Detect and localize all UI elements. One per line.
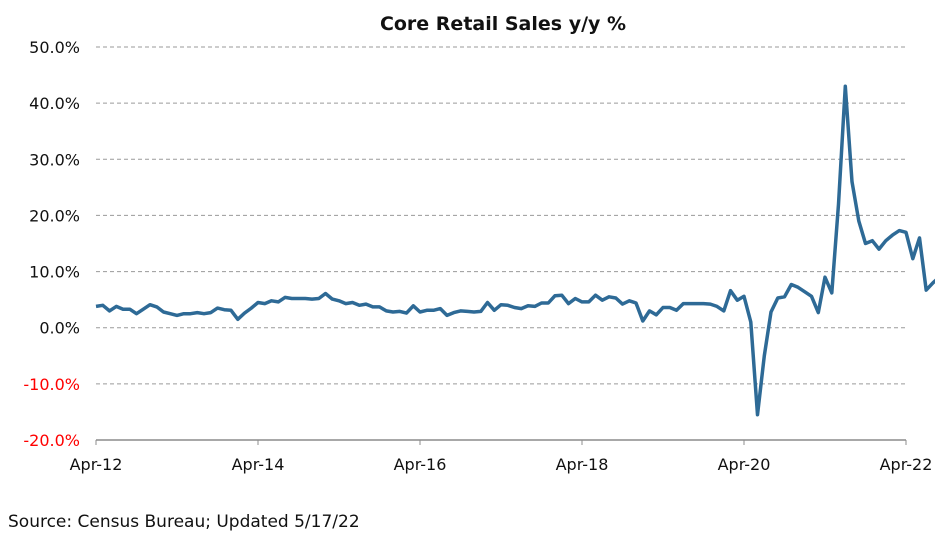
x-tick-label: Apr-20 — [718, 455, 771, 474]
x-axis-tick-labels: Apr-12 Apr-14 Apr-16 Apr-18 Apr-20 Apr-22 — [70, 440, 933, 474]
y-tick-label: -10.0% — [23, 375, 80, 394]
chart-title: Core Retail Sales y/y % — [380, 13, 626, 35]
gridlines — [96, 46, 906, 385]
y-tick-label: 10.0% — [29, 263, 80, 282]
source-note: Source: Census Bureau; Updated 5/17/22 — [8, 512, 360, 532]
y-axis-tick-labels: 50.0% 40.0% 30.0% 20.0% 10.0% 0.0% -10.0% -20.0… — [23, 38, 80, 450]
x-tick-label: Apr-22 — [880, 455, 933, 474]
y-tick-label: 50.0% — [29, 38, 80, 57]
y-tick-label: 0.0% — [39, 319, 80, 338]
y-tick-label: 20.0% — [29, 206, 80, 225]
x-tick-label: Apr-14 — [232, 455, 285, 474]
y-tick-label: -20.0% — [23, 431, 80, 450]
x-tick-label: Apr-16 — [394, 455, 447, 474]
y-tick-label: 30.0% — [29, 150, 80, 169]
x-tick-label: Apr-18 — [556, 455, 609, 474]
x-tick-label: Apr-12 — [70, 455, 123, 474]
series-line — [95, 84, 935, 417]
y-tick-label: 40.0% — [29, 94, 80, 113]
